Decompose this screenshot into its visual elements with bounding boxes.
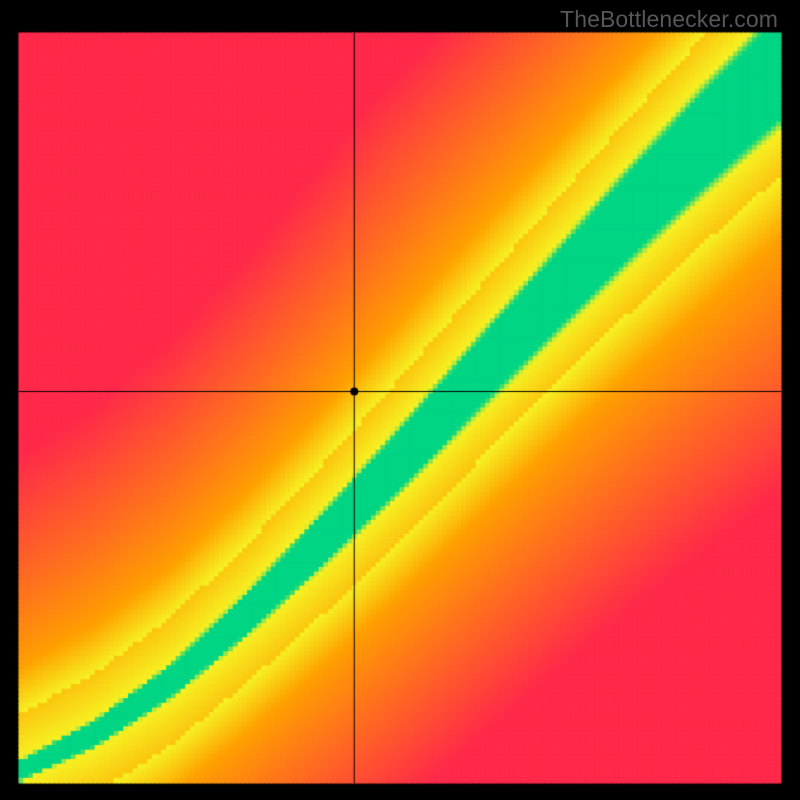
chart-container: TheBottlenecker.com xyxy=(0,0,800,800)
watermark-text: TheBottlenecker.com xyxy=(560,6,778,33)
heatmap-canvas xyxy=(0,0,800,800)
